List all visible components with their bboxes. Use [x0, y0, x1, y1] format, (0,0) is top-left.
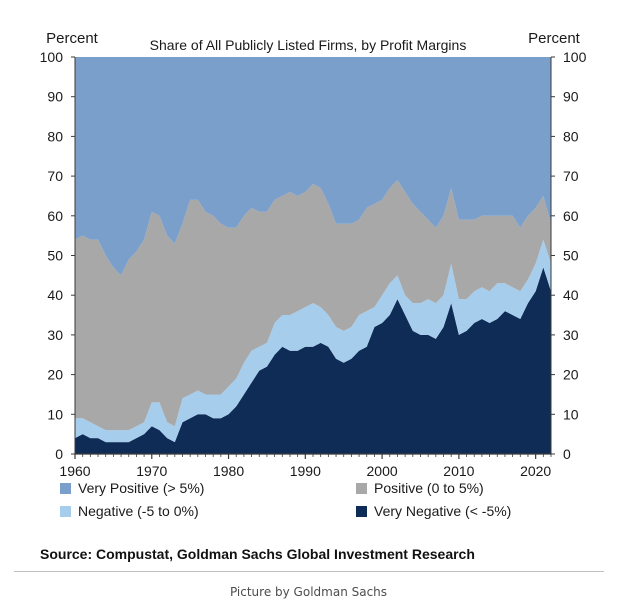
stacked-area-chart: Share of All Publicly Listed Firms, by P… — [40, 30, 587, 519]
chart-title: Share of All Publicly Listed Firms, by P… — [150, 37, 467, 53]
y-tick-label-left: 30 — [47, 327, 63, 343]
image-caption: Picture by Goldman Sachs — [229, 585, 388, 599]
y-tick-label-left: 100 — [40, 49, 64, 65]
area-very-negative-5 — [75, 267, 551, 454]
y-tick-label-right: 30 — [563, 327, 579, 343]
x-tick-label: 1960 — [59, 463, 90, 479]
y-tick-label-right: 0 — [563, 446, 571, 462]
legend-swatch-positive-0-to-5 — [356, 483, 367, 494]
legend-swatch-very-positive-5 — [60, 483, 71, 494]
x-tick-label: 2000 — [367, 463, 398, 479]
y-tick-label-left: 50 — [47, 248, 63, 264]
left-axis-label: Percent — [46, 30, 99, 47]
legend-label-positive-0-to-5: Positive (0 to 5%) — [374, 480, 484, 496]
area-positive-0-to-5 — [75, 180, 551, 431]
y-tick-label-left: 20 — [47, 367, 63, 383]
legend-label-very-negative-5: Very Negative (< -5%) — [374, 503, 511, 519]
y-tick-label-right: 80 — [563, 128, 579, 144]
x-tick-label: 1970 — [136, 463, 167, 479]
y-tick-label-right: 90 — [563, 89, 579, 105]
x-tick-label: 2010 — [443, 463, 474, 479]
y-tick-label-right: 60 — [563, 208, 579, 224]
y-tick-label-left: 40 — [47, 287, 63, 303]
source-note: Source: Compustat, Goldman Sachs Global … — [40, 546, 475, 562]
divider — [14, 571, 604, 572]
y-tick-label-left: 90 — [47, 89, 63, 105]
legend-label-very-positive-5: Very Positive (> 5%) — [78, 480, 204, 496]
area-very-positive-5 — [75, 57, 551, 276]
y-tick-label-right: 10 — [563, 406, 579, 422]
legend-swatch-negative-5-to-0 — [60, 506, 71, 517]
y-tick-label-left: 10 — [47, 406, 63, 422]
y-tick-label-left: 0 — [55, 446, 63, 462]
legend-swatch-very-negative-5 — [356, 506, 367, 517]
y-tick-label-right: 70 — [563, 168, 579, 184]
y-tick-label-right: 20 — [563, 367, 579, 383]
x-tick-label: 1980 — [213, 463, 244, 479]
y-tick-label-right: 50 — [563, 248, 579, 264]
x-tick-label: 1990 — [290, 463, 321, 479]
y-tick-label-right: 40 — [563, 287, 579, 303]
y-tick-label-left: 80 — [47, 128, 63, 144]
area-negative-5-to-0 — [75, 239, 551, 443]
legend-label-negative-5-to-0: Negative (-5 to 0%) — [78, 503, 199, 519]
y-tick-label-left: 70 — [47, 168, 63, 184]
y-tick-label-right: 100 — [563, 49, 587, 65]
y-tick-label-left: 60 — [47, 208, 63, 224]
right-axis-label: Percent — [528, 30, 581, 47]
x-tick-label: 2020 — [520, 463, 551, 479]
